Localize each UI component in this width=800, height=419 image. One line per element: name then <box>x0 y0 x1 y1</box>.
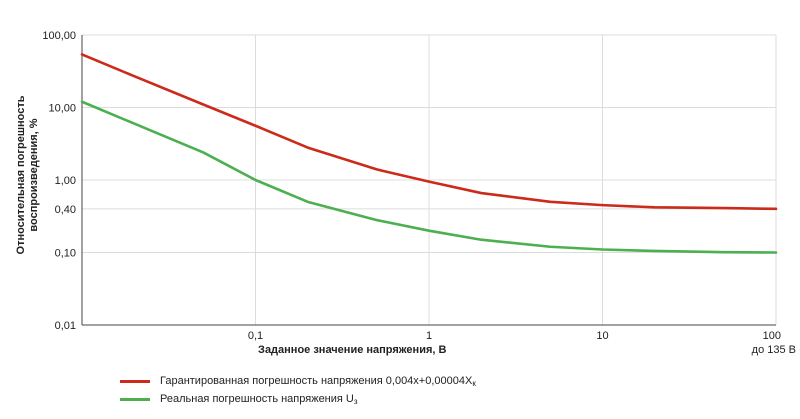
chart-series <box>80 53 778 254</box>
chart-grid <box>82 34 777 325</box>
y-axis-title-line2: воспроизведения, % <box>28 118 40 231</box>
series-line-0 <box>80 53 778 211</box>
legend-swatch-green <box>120 397 150 401</box>
y-tick-label: 0,01 <box>55 320 76 332</box>
x-tick-note: до 135 В <box>752 344 796 356</box>
y-axis-title-line1: Относительная погрешность <box>15 95 27 254</box>
y-tick-label: 0,40 <box>55 204 76 216</box>
legend-label-real: Реальная погрешность напряжения Uз <box>160 392 358 406</box>
chart-legend: Гарантированная погрешность напряжения 0… <box>120 373 476 409</box>
y-tick-label: 1,00 <box>55 175 76 187</box>
y-tick-label: 0,10 <box>55 248 76 260</box>
y-tick-label: 10,00 <box>48 103 76 115</box>
y-tick-label: 100,00 <box>42 30 76 42</box>
x-tick-label: 0,1 <box>248 330 263 342</box>
legend-item-guaranteed: Гарантированная погрешность напряжения 0… <box>120 373 476 389</box>
series-line-1 <box>80 100 778 254</box>
legend-label-guaranteed: Гарантированная погрешность напряжения 0… <box>160 374 476 388</box>
legend-item-real: Реальная погрешность напряжения Uз <box>120 391 476 407</box>
legend-swatch-red <box>120 379 150 383</box>
x-tick-label: 100 <box>763 330 781 342</box>
x-tick-label: 1 <box>426 330 432 342</box>
x-tick-labels: 0,1 1 10 100 <box>248 330 781 342</box>
x-tick-label: 10 <box>596 330 608 342</box>
chart-axes <box>81 35 776 326</box>
x-axis-title: Заданное значение напряжения, В <box>258 344 446 356</box>
error-chart: 0,01 0,10 0,40 1,00 10,00 100,00 0,1 1 10 100 до… <box>15 30 796 356</box>
y-tick-labels: 0,01 0,10 0,40 1,00 10,00 100,00 <box>42 30 76 332</box>
